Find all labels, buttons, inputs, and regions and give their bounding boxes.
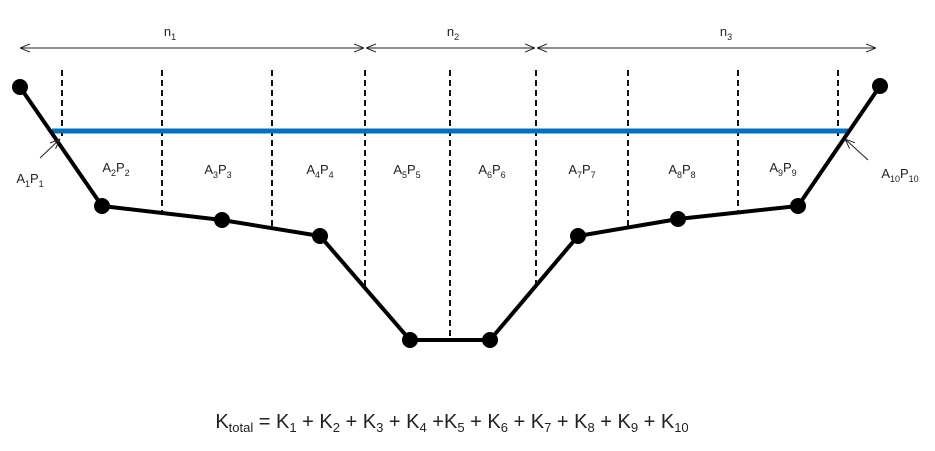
point (790, 198, 806, 214)
label-subscript: 3 (727, 32, 732, 42)
point (12, 79, 28, 95)
label-text: = K (253, 411, 290, 433)
point (402, 332, 418, 348)
label-text: P (682, 162, 691, 177)
label-text: P (407, 162, 416, 177)
label-subscript: 2 (454, 32, 459, 42)
label-text: A (16, 171, 25, 186)
label-text: K (215, 411, 229, 433)
label-subscript: 7 (591, 170, 596, 180)
subarea-label: A9​P9​ (769, 160, 796, 178)
label-subscript: 7 (544, 420, 551, 435)
label-text: +K (427, 411, 458, 433)
point (570, 228, 586, 244)
channel-bed (18, 84, 882, 342)
label-text: + K (465, 411, 502, 433)
subarea-label: A10​P10​ (881, 166, 918, 184)
formula: Ktotal​ = K1​ + K2​ + K3​ + K4​ +K5​ + K… (215, 411, 688, 435)
label-subscript: 7 (577, 170, 582, 180)
label-text: P (320, 162, 329, 177)
subarea-label: A6​P6​ (478, 162, 505, 180)
label-text: P (783, 160, 792, 175)
label-subscript: 2 (333, 420, 340, 435)
subarea-label: A3​P3​ (204, 162, 231, 180)
zone-label: n1​ (164, 24, 176, 42)
label-subscript: 1 (171, 32, 176, 42)
point (312, 228, 328, 244)
label-subscript: 10 (890, 174, 900, 184)
label-subscript: 5 (416, 170, 421, 180)
label-subscript: 5 (457, 420, 464, 435)
label-text: + K (340, 411, 377, 433)
label-text: P (492, 162, 501, 177)
label-text: A (668, 162, 677, 177)
label-subscript: 10 (674, 420, 688, 435)
label-subscript: 10 (909, 174, 919, 184)
dividers (61, 70, 839, 340)
label-text: P (218, 162, 227, 177)
label-subscript: 5 (402, 170, 407, 180)
zone-label: n2​ (447, 24, 459, 42)
label-subscript: 1 (25, 179, 30, 189)
label-text: A (204, 162, 213, 177)
point (670, 211, 686, 227)
label-text: + K (297, 411, 334, 433)
label-subscript: 1 (39, 179, 44, 189)
label-text: A (881, 166, 890, 181)
label-text: A (393, 162, 402, 177)
label-text: P (582, 162, 591, 177)
label-subscript: total (229, 420, 254, 435)
label-subscript: 9 (631, 420, 638, 435)
label-subscript: 2 (111, 168, 116, 178)
label-subscript: 8 (677, 170, 682, 180)
label-subscript: 6 (487, 170, 492, 180)
pointer-arrow (845, 139, 869, 161)
label-text: n (447, 24, 454, 39)
label-text: P (30, 171, 39, 186)
label-text: P (116, 160, 125, 175)
label-subscript: 8 (587, 420, 594, 435)
subarea-label: A7​P7​ (568, 162, 595, 180)
label-text: P (900, 166, 909, 181)
label-subscript: 2 (125, 168, 130, 178)
label-subscript: 9 (778, 168, 783, 178)
label-subscript: 3 (227, 170, 232, 180)
label-subscript: 4 (329, 170, 334, 180)
label-text: A (102, 160, 111, 175)
zone-label: n3​ (720, 24, 732, 42)
subarea-label: A8​P8​ (668, 162, 695, 180)
label-text: + K (551, 411, 588, 433)
label-text: n (164, 24, 171, 39)
label-subscript: 4 (315, 170, 320, 180)
label-text: + K (383, 411, 420, 433)
label-subscript: 3 (376, 420, 383, 435)
label-subscript: 1 (289, 420, 296, 435)
point (94, 198, 110, 214)
label-text: A (306, 162, 315, 177)
label-subscript: 6 (501, 420, 508, 435)
label-text: + K (638, 411, 675, 433)
label-subscript: 8 (691, 170, 696, 180)
pointer-arrow (39, 139, 60, 159)
subarea-label: A5​P5​ (393, 162, 420, 180)
label-text: + K (508, 411, 545, 433)
point (482, 332, 498, 348)
point (872, 78, 888, 94)
label-text: A (568, 162, 577, 177)
label-subscript: 9 (792, 168, 797, 178)
subarea-label: A1​P1​ (16, 171, 43, 189)
label-subscript: 6 (501, 170, 506, 180)
label-subscript: 4 (420, 420, 427, 435)
subarea-label: A4​P4​ (306, 162, 333, 180)
label-text: A (478, 162, 487, 177)
point (214, 212, 230, 228)
label-subscript: 3 (213, 170, 218, 180)
label-text: + K (595, 411, 632, 433)
bed-points (12, 78, 888, 348)
subarea-label: A2​P2​ (102, 160, 129, 178)
label-text: A (769, 160, 778, 175)
label-text: n (720, 24, 727, 39)
